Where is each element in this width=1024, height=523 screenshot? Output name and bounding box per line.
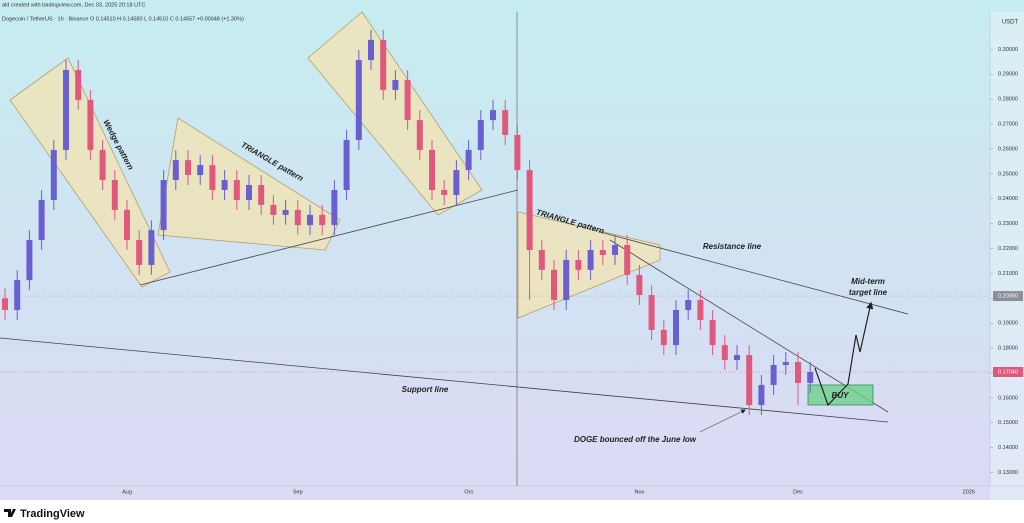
x-tick-label: Sep — [293, 489, 303, 495]
y-tick-label: 0.18000 — [998, 346, 1018, 352]
y-tick-label: 0.29000 — [998, 72, 1018, 78]
logo-icon — [4, 509, 16, 517]
annotation: BUY — [832, 391, 850, 400]
support-line — [0, 337, 889, 423]
y-tick-label: 0.28000 — [998, 97, 1018, 103]
y-tick-label: 0.16000 — [998, 395, 1018, 401]
symbol-info: Dogecoin / TetherUS · 1h · Binance O 0.1… — [2, 16, 244, 22]
x-tick-label: Dec — [793, 489, 803, 495]
price-label: 0.17040 — [998, 369, 1018, 375]
price-label: 0.20090 — [998, 294, 1018, 300]
chart-background — [0, 0, 1024, 500]
y-tick-label: 0.23000 — [998, 221, 1018, 227]
axis-unit: USDT — [1002, 20, 1019, 26]
annotation: Mid-term — [851, 277, 885, 286]
projection-arrow — [814, 301, 874, 407]
y-tick-label: 0.14000 — [998, 445, 1018, 451]
y-tick-label: 0.24000 — [998, 196, 1018, 202]
buy-zone — [807, 384, 874, 406]
price-axis — [990, 12, 1024, 500]
pointer-arrow — [699, 409, 746, 433]
resistance-line — [599, 231, 909, 315]
y-tick-label: 0.26000 — [998, 146, 1018, 152]
footer — [0, 500, 1024, 523]
y-tick-label: 0.21000 — [998, 271, 1018, 277]
caption: ald created with tradingview.com, Dec 03… — [2, 2, 145, 8]
x-tick-label: Aug — [122, 489, 132, 495]
y-tick-label: 0.22000 — [998, 246, 1018, 252]
y-tick-label: 0.27000 — [998, 121, 1018, 127]
price-label-box — [993, 366, 1023, 377]
annotation: Support line — [402, 385, 449, 394]
trend-line — [609, 239, 889, 413]
y-tick-label: 0.25000 — [998, 171, 1018, 177]
price-label-box — [993, 291, 1023, 302]
annotation: target line — [849, 288, 888, 297]
y-tick-label: 0.19000 — [998, 321, 1018, 327]
x-tick-label: Oct — [464, 489, 473, 495]
y-tick-label: 0.13000 — [998, 470, 1018, 476]
trend-line — [139, 189, 519, 286]
annotation: DOGE bounced off the June low — [574, 435, 697, 444]
logo: TradingView — [20, 508, 85, 520]
annotation: Resistance line — [703, 242, 762, 251]
y-tick-label: 0.30000 — [998, 47, 1018, 53]
x-tick-label: Nov — [635, 489, 645, 495]
wedge-shape — [307, 11, 483, 216]
y-tick-label: 0.15000 — [998, 420, 1018, 426]
x-tick-label: 2026 — [963, 489, 975, 495]
